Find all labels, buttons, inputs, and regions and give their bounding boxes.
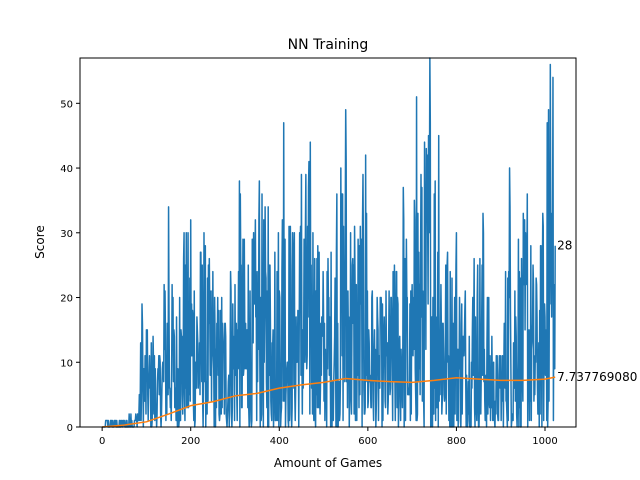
score-series-line [101, 57, 556, 428]
x-tick-label: 800 [447, 436, 466, 447]
mean-score-series-line [102, 376, 556, 428]
x-tick-label: 600 [358, 436, 377, 447]
y-tick-label: 0 [67, 423, 73, 434]
chart-title: NN Training [288, 37, 369, 53]
axes-frame [79, 57, 577, 428]
x-tick-label: 1000 [532, 436, 557, 447]
annotation-label: 7.737769080 [557, 370, 637, 384]
axis-ticks: 0 200 400 600 800 1000 0 10 20 30 40 50 [60, 99, 557, 447]
x-axis-label: Amount of Games [274, 456, 382, 470]
y-tick-label: 10 [60, 358, 73, 369]
annotation-label: 28 [557, 239, 572, 253]
y-tick-label: 20 [60, 294, 73, 305]
x-tick-label: 400 [270, 436, 289, 447]
plot-area: 28 7.737769080 [101, 57, 637, 428]
y-tick-label: 30 [60, 229, 73, 240]
y-axis-label: Score [33, 225, 47, 259]
x-tick-label: 0 [99, 436, 105, 447]
x-tick-label: 200 [181, 436, 200, 447]
y-tick-label: 40 [60, 164, 73, 175]
y-tick-label: 50 [60, 99, 73, 110]
